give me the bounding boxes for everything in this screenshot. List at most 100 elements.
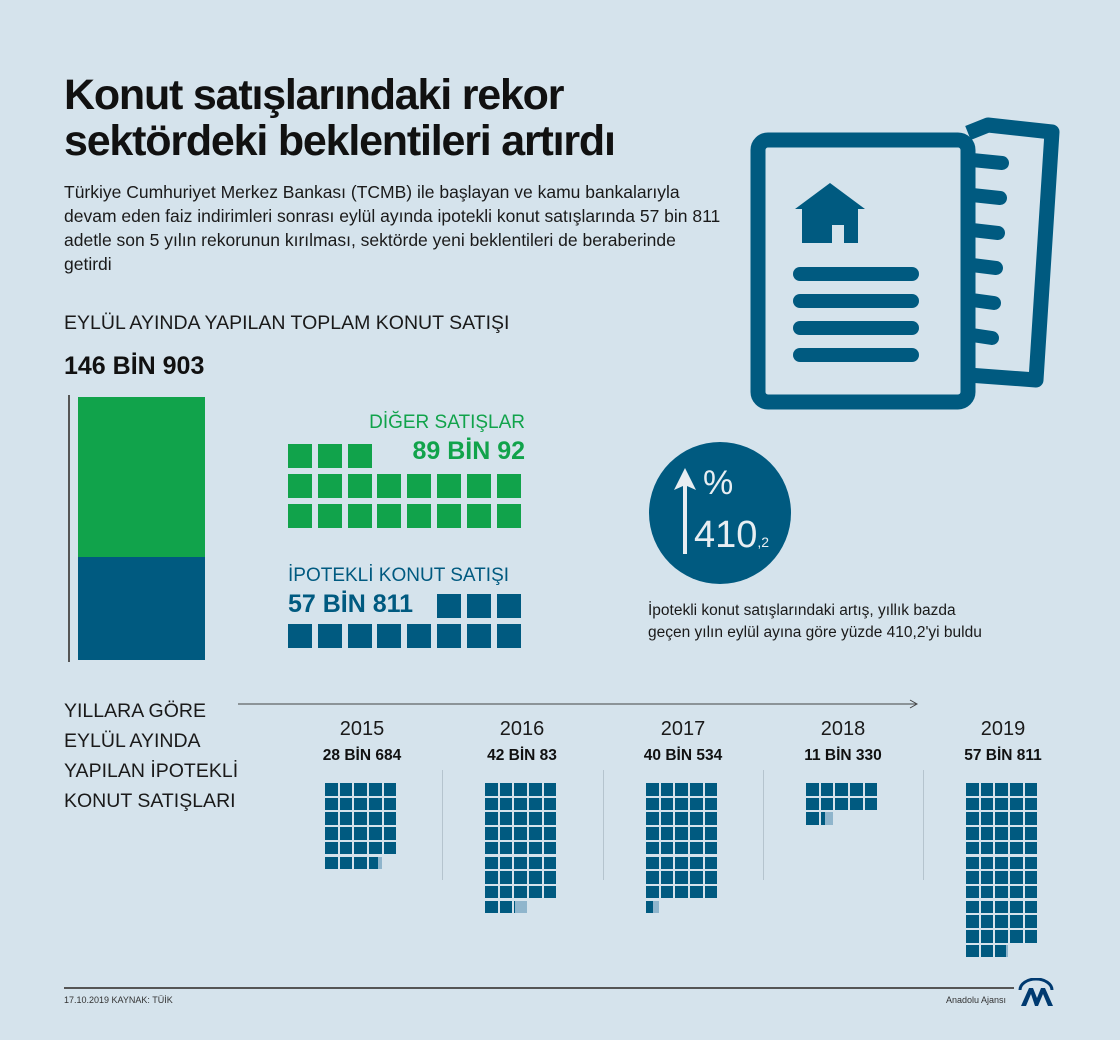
- waffle-square: [347, 473, 372, 498]
- waffle-square: [980, 827, 994, 840]
- waffle-square: [1010, 797, 1023, 811]
- other-sales-value: 89 BİN 92: [412, 437, 525, 465]
- waffle-square: [980, 812, 994, 825]
- waffle-square: [485, 827, 498, 840]
- waffle-square: [288, 444, 312, 468]
- waffle-square: [704, 797, 718, 811]
- waffle-partial-square: [514, 900, 527, 914]
- waffle-square: [529, 856, 542, 869]
- waffle-square: [288, 623, 312, 648]
- waffle-square: [690, 841, 703, 855]
- waffle-square: [496, 503, 521, 528]
- page-title: Konut satışlarındaki rekor sektördeki be…: [64, 72, 616, 164]
- waffle-square: [354, 797, 367, 811]
- waffle-square: [690, 856, 703, 869]
- waffle-square: [354, 827, 367, 840]
- waffle-square: [354, 841, 367, 855]
- waffle-square: [980, 841, 994, 855]
- waffle-square: [325, 856, 338, 869]
- bar-segment-mortgage: [78, 556, 205, 660]
- waffle-square: [980, 900, 994, 914]
- waffle-square: [646, 783, 659, 796]
- year-value-label: 40 BİN 534: [643, 747, 723, 764]
- waffle-partial-square: [820, 812, 834, 825]
- waffle-square: [383, 841, 397, 855]
- waffle-square: [529, 841, 542, 855]
- waffle-square: [980, 915, 994, 928]
- waffle-square: [325, 827, 338, 840]
- waffle-square: [377, 623, 402, 648]
- waffle-square: [806, 812, 819, 825]
- waffle-square: [966, 812, 979, 825]
- waffle-square: [437, 473, 461, 498]
- waffle-square: [347, 623, 372, 648]
- waffle-square: [966, 841, 979, 855]
- waffle-square: [1010, 871, 1023, 884]
- waffle-square: [325, 812, 338, 825]
- waffle-square: [660, 871, 674, 884]
- waffle-square: [1024, 930, 1038, 943]
- waffle-square: [514, 783, 527, 796]
- waffle-square: [499, 797, 513, 811]
- year-label: 2017: [660, 718, 706, 740]
- waffle-square: [675, 885, 688, 899]
- waffle-square: [1024, 885, 1038, 899]
- waffle-square: [499, 841, 513, 855]
- waffle-square: [660, 827, 674, 840]
- year-value-label: 42 BİN 83: [487, 747, 557, 764]
- years-chart: 2015 28 BİN 684 2016 42 BİN 83 2017 40 BİN 53…: [323, 718, 1042, 958]
- total-value: 146 BİN 903: [64, 352, 205, 380]
- waffle-square: [1010, 885, 1023, 899]
- waffle-square: [646, 885, 659, 899]
- other-sales-waffle: [288, 444, 528, 534]
- waffle-square: [407, 623, 432, 648]
- waffle-square: [995, 856, 1008, 869]
- waffle-square: [980, 797, 994, 811]
- footer-agency: Anadolu Ajansı: [946, 995, 1007, 1005]
- bar-axis-line: [68, 395, 70, 662]
- year-separator: [763, 770, 764, 880]
- waffle-square: [437, 594, 461, 618]
- years-section-heading: YILLARA GÖRE EYLÜL AYINDA YAPILAN İPOTEK…: [64, 696, 238, 816]
- waffle-square: [980, 930, 994, 943]
- waffle-partial-square: [369, 856, 382, 869]
- waffle-square: [966, 827, 979, 840]
- waffle-square: [980, 885, 994, 899]
- waffle-square: [980, 944, 994, 958]
- waffle-square: [864, 797, 878, 811]
- waffle-square: [369, 827, 382, 840]
- waffle-square: [288, 503, 312, 528]
- waffle-square: [496, 473, 521, 498]
- waffle-square: [514, 841, 527, 855]
- waffle-square: [347, 444, 372, 468]
- waffle-square: [485, 797, 498, 811]
- waffle-square: [543, 797, 557, 811]
- waffle-square: [325, 841, 338, 855]
- waffle-square: [966, 930, 979, 943]
- waffle-square: [1024, 797, 1038, 811]
- waffle-square: [1024, 812, 1038, 825]
- waffle-square: [514, 827, 527, 840]
- waffle-square: [966, 797, 979, 811]
- caption-line-1: İpotekli konut satışlarındaki artış, yıl…: [648, 602, 956, 619]
- waffle-square: [407, 473, 432, 498]
- waffle-square: [325, 797, 338, 811]
- waffle-square: [704, 885, 718, 899]
- waffle-square: [1010, 827, 1023, 840]
- waffle-square: [646, 797, 659, 811]
- waffle-square: [485, 900, 498, 914]
- year-label: 2018: [820, 718, 866, 740]
- waffle-square: [543, 885, 557, 899]
- waffle-square: [339, 797, 353, 811]
- heading-line: EYLÜL AYINDA: [64, 730, 201, 752]
- waffle-square: [704, 783, 718, 796]
- waffle-square: [704, 856, 718, 869]
- mortgage-sales-value: 57 BİN 811: [288, 590, 414, 618]
- waffle-square: [646, 856, 659, 869]
- year-column: 2018 11 BİN 330: [768, 718, 918, 765]
- waffle-square: [339, 856, 353, 869]
- waffle-square: [485, 885, 498, 899]
- waffle-square: [543, 871, 557, 884]
- waffle-square: [966, 885, 979, 899]
- waffle-square: [1010, 783, 1023, 796]
